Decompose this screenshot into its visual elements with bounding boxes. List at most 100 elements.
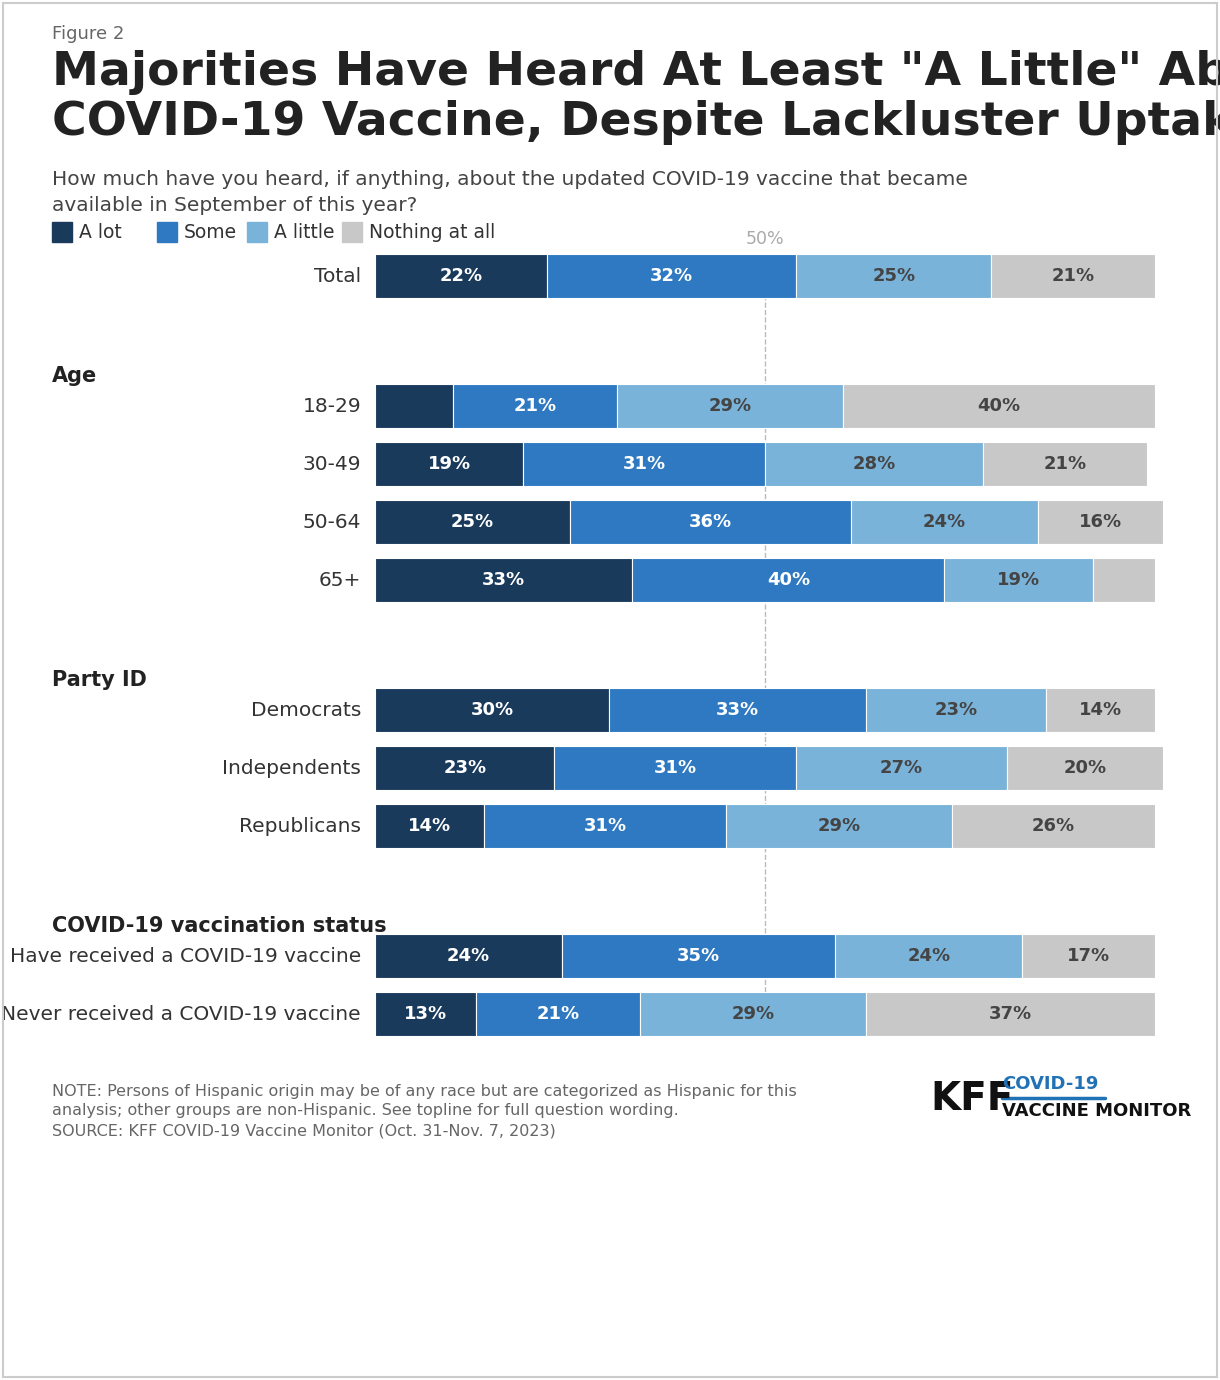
- Text: SOURCE: KFF COVID-19 Vaccine Monitor (Oct. 31-Nov. 7, 2023): SOURCE: KFF COVID-19 Vaccine Monitor (Oc…: [52, 1123, 556, 1138]
- Text: KFF: KFF: [930, 1081, 1014, 1118]
- Bar: [484, 805, 726, 847]
- Text: 33%: 33%: [716, 701, 759, 719]
- Text: 30-49: 30-49: [303, 454, 361, 473]
- Text: 14%: 14%: [407, 817, 451, 835]
- Text: 14%: 14%: [1078, 701, 1122, 719]
- Text: COVID-19: COVID-19: [1002, 1075, 1098, 1093]
- Bar: [983, 442, 1147, 486]
- Bar: [375, 254, 547, 298]
- Text: Independents: Independents: [222, 759, 361, 777]
- Text: 24%: 24%: [922, 513, 966, 531]
- Bar: [547, 254, 797, 298]
- Text: A little: A little: [274, 222, 334, 242]
- Text: 19%: 19%: [427, 455, 471, 473]
- Bar: [476, 992, 640, 1036]
- Bar: [850, 500, 1038, 544]
- Bar: [375, 992, 476, 1036]
- Text: 26%: 26%: [1032, 817, 1075, 835]
- Text: analysis; other groups are non-Hispanic. See topline for full question wording.: analysis; other groups are non-Hispanic.…: [52, 1103, 678, 1118]
- Text: 21%: 21%: [514, 397, 556, 415]
- Bar: [609, 689, 866, 731]
- Text: 31%: 31%: [583, 817, 627, 835]
- Bar: [375, 558, 632, 602]
- Text: 17%: 17%: [1068, 947, 1110, 965]
- Bar: [375, 689, 609, 731]
- Text: Age: Age: [52, 366, 98, 386]
- Bar: [944, 558, 1093, 602]
- Bar: [523, 442, 765, 486]
- Bar: [952, 805, 1155, 847]
- Text: 29%: 29%: [709, 397, 752, 415]
- Text: 21%: 21%: [537, 1005, 579, 1023]
- Text: 25%: 25%: [451, 513, 494, 531]
- Text: Democrats: Democrats: [250, 701, 361, 719]
- Bar: [1038, 500, 1163, 544]
- Text: COVID-19 vaccination status: COVID-19 vaccination status: [52, 916, 387, 936]
- Bar: [342, 222, 362, 242]
- Bar: [726, 805, 952, 847]
- Text: Never received a COVID-19 vaccine: Never received a COVID-19 vaccine: [1, 1005, 361, 1024]
- Text: 37%: 37%: [989, 1005, 1032, 1023]
- Text: 36%: 36%: [689, 513, 732, 531]
- Text: Some: Some: [184, 222, 237, 242]
- Bar: [1022, 934, 1155, 978]
- Text: 25%: 25%: [872, 266, 915, 286]
- Bar: [246, 222, 267, 242]
- Text: 22%: 22%: [439, 266, 482, 286]
- Bar: [375, 747, 554, 789]
- Text: Nothing at all: Nothing at all: [368, 222, 495, 242]
- Text: How much have you heard, if anything, about the updated COVID-19 vaccine that be: How much have you heard, if anything, ab…: [52, 170, 967, 215]
- Text: Majorities Have Heard At Least "A Little" About New
COVID-19 Vaccine, Despite La: Majorities Have Heard At Least "A Little…: [52, 50, 1220, 145]
- Text: VACCINE MONITOR: VACCINE MONITOR: [1002, 1103, 1191, 1121]
- Bar: [836, 934, 1022, 978]
- Text: NOTE: Persons of Hispanic origin may be of any race but are categorized as Hispa: NOTE: Persons of Hispanic origin may be …: [52, 1085, 797, 1098]
- Text: 27%: 27%: [880, 759, 924, 777]
- Bar: [866, 689, 1046, 731]
- Bar: [640, 992, 866, 1036]
- Bar: [554, 747, 797, 789]
- Text: Total: Total: [314, 266, 361, 286]
- Bar: [1093, 558, 1155, 602]
- Text: 23%: 23%: [935, 701, 977, 719]
- Text: 35%: 35%: [677, 947, 720, 965]
- Text: 40%: 40%: [767, 571, 810, 589]
- Text: 24%: 24%: [447, 947, 490, 965]
- Text: 28%: 28%: [853, 455, 895, 473]
- Bar: [375, 805, 484, 847]
- Bar: [375, 934, 562, 978]
- Text: 29%: 29%: [732, 1005, 775, 1023]
- Text: 16%: 16%: [1078, 513, 1122, 531]
- Bar: [843, 384, 1155, 428]
- Text: A lot: A lot: [79, 222, 122, 242]
- Bar: [797, 747, 1006, 789]
- Text: 21%: 21%: [1044, 455, 1087, 473]
- Text: 24%: 24%: [908, 947, 950, 965]
- Text: Republicans: Republicans: [239, 817, 361, 835]
- Text: 31%: 31%: [622, 455, 666, 473]
- Text: 21%: 21%: [1052, 266, 1094, 286]
- Bar: [375, 384, 453, 428]
- Bar: [617, 384, 843, 428]
- Text: 23%: 23%: [443, 759, 487, 777]
- Text: 30%: 30%: [471, 701, 514, 719]
- Text: Party ID: Party ID: [52, 671, 146, 690]
- Bar: [765, 442, 983, 486]
- Bar: [570, 500, 850, 544]
- Bar: [1046, 689, 1155, 731]
- Bar: [632, 558, 944, 602]
- Text: 29%: 29%: [817, 817, 860, 835]
- Bar: [375, 442, 523, 486]
- Text: 20%: 20%: [1064, 759, 1107, 777]
- Bar: [375, 500, 570, 544]
- Text: Have received a COVID-19 vaccine: Have received a COVID-19 vaccine: [10, 947, 361, 966]
- Text: 33%: 33%: [482, 571, 526, 589]
- Bar: [866, 992, 1155, 1036]
- Text: 50-64: 50-64: [303, 512, 361, 531]
- Text: 19%: 19%: [997, 571, 1041, 589]
- Bar: [562, 934, 836, 978]
- Text: 40%: 40%: [977, 397, 1021, 415]
- Text: 50%: 50%: [745, 230, 784, 248]
- Bar: [52, 222, 72, 242]
- Text: 18-29: 18-29: [303, 396, 361, 415]
- Bar: [1006, 747, 1163, 789]
